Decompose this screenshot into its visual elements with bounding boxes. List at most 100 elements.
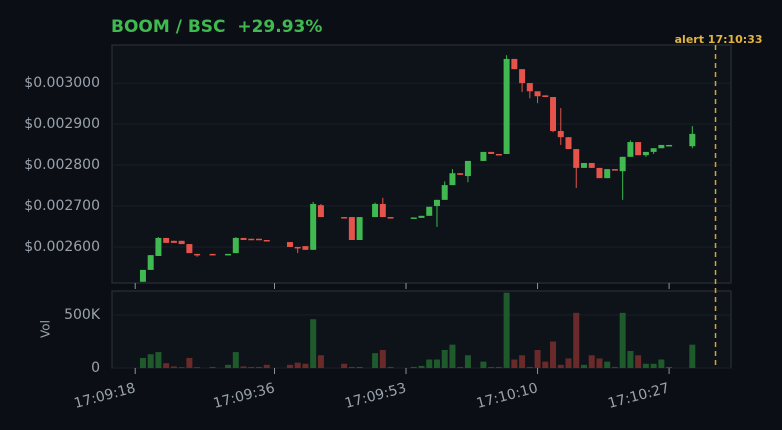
volume-bar <box>619 312 626 368</box>
volume-bar <box>170 366 177 368</box>
candle-body <box>341 217 348 219</box>
candle-body <box>557 131 564 138</box>
candle-body <box>666 144 673 147</box>
candle-body <box>457 173 464 175</box>
candle-body <box>658 144 665 149</box>
volume-bar <box>225 364 232 368</box>
candle-body <box>139 269 146 282</box>
y-tick-label: $0.002800 <box>24 157 100 173</box>
volume-bar <box>286 364 293 368</box>
candle-body <box>426 206 433 216</box>
volume-bar <box>379 349 386 368</box>
volume-bar <box>464 355 471 368</box>
volume-bar <box>635 355 642 368</box>
candle-body <box>519 69 526 84</box>
alert-label: alert 17:10:33 <box>675 33 763 46</box>
volume-bar <box>604 361 611 368</box>
candle-body <box>480 151 487 161</box>
candle-body <box>635 142 642 156</box>
volume-bar <box>178 367 185 368</box>
candle-body <box>418 215 425 218</box>
candle-body <box>248 238 255 241</box>
candle-body <box>495 153 502 156</box>
candle-body <box>263 239 270 242</box>
candle-body <box>619 156 626 172</box>
candle-body <box>534 91 541 97</box>
volume-bar <box>256 366 263 368</box>
candle-body <box>294 246 301 249</box>
candle-body <box>542 95 549 98</box>
volume-bar <box>317 355 324 368</box>
candle-body <box>163 237 170 243</box>
candle-body <box>441 185 448 200</box>
candle-body <box>550 97 557 132</box>
volume-bar <box>519 355 526 368</box>
candle-body <box>356 217 363 240</box>
candle-body <box>596 167 603 179</box>
volume-bar <box>457 366 464 368</box>
candle-body <box>433 199 440 206</box>
volume-bar <box>155 352 162 368</box>
volume-bar <box>263 364 270 368</box>
volume-bar <box>627 351 634 368</box>
volume-bar <box>511 359 518 368</box>
volume-bar <box>565 358 572 368</box>
volume-bar <box>526 366 533 368</box>
chart-title: BOOM / BSC +29.93% <box>111 17 322 37</box>
candle-body <box>611 169 618 171</box>
volume-bar <box>689 344 696 368</box>
volume-bar <box>433 359 440 368</box>
volume-bar <box>341 363 348 368</box>
volume-bar <box>658 359 665 368</box>
candle-body <box>588 162 595 168</box>
volume-bar <box>248 366 255 368</box>
candle-body <box>503 58 510 154</box>
candle-body <box>387 217 394 219</box>
volume-bar <box>387 366 394 368</box>
volume-bar <box>557 364 564 368</box>
volume-bar <box>294 362 301 368</box>
candle-body <box>580 162 587 168</box>
volume-bar <box>209 366 216 368</box>
volume-bar <box>372 353 379 368</box>
volume-bar <box>480 361 487 368</box>
volume-bar <box>596 358 603 368</box>
y2-axis-label: Vol <box>39 320 53 338</box>
volume-bar <box>588 355 595 368</box>
volume-bar <box>441 349 448 368</box>
candle-body <box>256 238 263 241</box>
candle-body <box>186 244 193 254</box>
volume-bar <box>666 366 673 368</box>
volume-bar <box>449 344 456 368</box>
candle-body <box>286 242 293 247</box>
candle-body <box>464 160 471 177</box>
candle-body <box>526 83 533 92</box>
candle-body <box>209 253 216 256</box>
volume-bar <box>426 359 433 368</box>
candle-body <box>194 253 201 256</box>
y-tick-label: $0.003000 <box>24 75 100 91</box>
candle-body <box>317 205 324 218</box>
price-panel <box>111 44 732 284</box>
y2-tick-label: 0 <box>91 360 100 376</box>
candle-body <box>170 240 177 243</box>
candle-body <box>225 253 232 256</box>
y-tick-label: $0.002700 <box>24 198 100 214</box>
volume-bar <box>186 357 193 368</box>
candle-body <box>310 203 317 250</box>
volume-bar <box>194 367 201 368</box>
volume-bar <box>642 363 649 368</box>
volume-bar <box>488 366 495 368</box>
candle-body <box>604 169 611 179</box>
candle-body <box>449 173 456 186</box>
volume-bar <box>240 366 247 368</box>
candle-body <box>348 217 355 240</box>
candle-body <box>689 133 696 147</box>
y-tick-label: $0.002600 <box>24 239 100 255</box>
volume-bar <box>348 366 355 368</box>
volume-bar <box>495 366 502 368</box>
volume-bar <box>410 366 417 368</box>
volume-bar <box>611 366 618 368</box>
candle-body <box>232 237 239 254</box>
